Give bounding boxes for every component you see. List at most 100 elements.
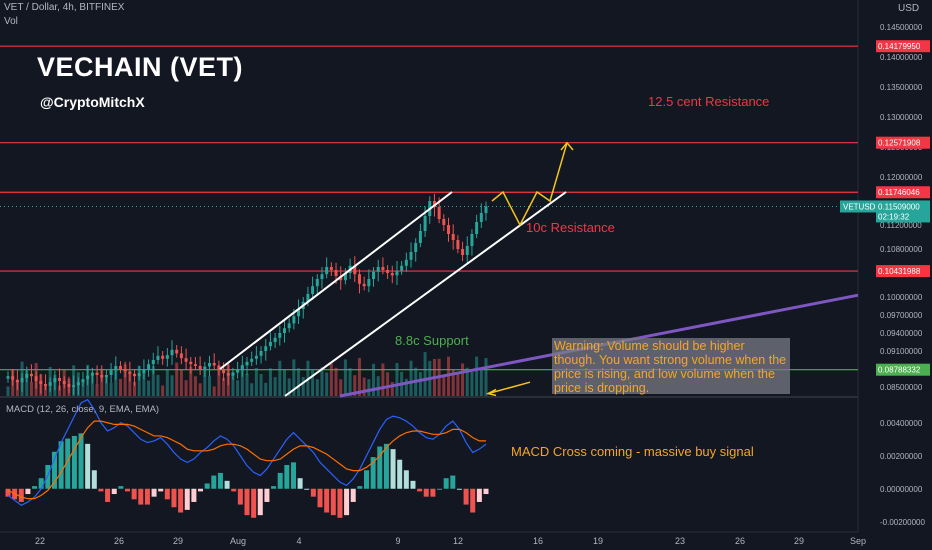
countdown-value: 02:19:32 — [878, 212, 910, 221]
macd-histogram-bar — [284, 464, 290, 489]
volume-bar — [34, 363, 38, 396]
macd-histogram-bar — [476, 488, 482, 502]
volume-bar — [43, 385, 47, 396]
macd-histogram-bar — [98, 488, 104, 492]
time-axis-label: 19 — [593, 536, 603, 546]
volume-bar — [114, 368, 118, 396]
macd-histogram-bar — [224, 480, 230, 489]
candle-body — [372, 271, 376, 279]
volume-bar — [133, 382, 137, 396]
candle-body — [161, 355, 165, 359]
candle-body — [29, 373, 33, 377]
candle-body — [282, 328, 286, 333]
volume-label: Vol — [4, 16, 18, 27]
symbol-header: VET / Dollar, 4h, BITFINEX — [4, 2, 125, 13]
macd-histogram-bar — [151, 488, 157, 497]
volume-bar — [329, 363, 333, 396]
macd-histogram-bar — [171, 488, 177, 508]
volume-bar — [320, 367, 324, 396]
candle-body — [287, 323, 291, 329]
volume-bar — [278, 360, 282, 396]
macd-histogram-bar — [251, 488, 257, 518]
candle-body — [203, 366, 207, 369]
macd-histogram-bar — [443, 478, 449, 489]
volume-bar — [189, 366, 193, 396]
volume-bar — [362, 377, 366, 396]
volume-bar — [264, 382, 268, 396]
candle-body — [165, 355, 169, 359]
candle-body — [311, 286, 315, 294]
candle-body — [250, 358, 254, 362]
candle-body — [193, 364, 197, 366]
price-tick-label: 0.13500000 — [880, 83, 923, 92]
candle-body — [447, 225, 451, 234]
volume-arrow — [487, 381, 531, 395]
macd-histogram-bar — [423, 488, 429, 497]
channel-upper-line — [219, 191, 453, 370]
macd-histogram-bar — [5, 488, 11, 497]
volume-bar — [250, 383, 254, 396]
candle-body — [362, 283, 366, 287]
volume-bar — [109, 382, 113, 396]
macd-histogram-bar — [377, 446, 383, 489]
macd-histogram-bar — [310, 488, 316, 497]
candle-body — [353, 265, 357, 275]
volume-bar — [193, 376, 197, 396]
macd-histogram-bar — [357, 486, 363, 489]
candle-body — [151, 360, 155, 365]
macd-histogram-bar — [65, 438, 71, 489]
macd-histogram-bar — [78, 433, 84, 489]
volume-bar — [179, 369, 183, 396]
volume-bar — [334, 367, 338, 396]
macd-histogram-bar — [257, 488, 263, 516]
volume-bar — [475, 356, 479, 396]
projection-path — [491, 142, 568, 227]
candle-body — [320, 274, 324, 279]
candle-body — [104, 375, 108, 378]
macd-histogram-bar — [118, 486, 124, 489]
volume-bar — [137, 365, 141, 396]
macd-tick-label: -0.00200000 — [880, 518, 925, 527]
time-axis-label: 9 — [395, 536, 400, 546]
volume-bar — [231, 372, 235, 396]
volume-bar — [90, 374, 94, 396]
macd-histogram-bar — [164, 488, 170, 500]
macd-histogram-bar — [191, 488, 197, 502]
candle-body — [334, 270, 338, 276]
candle-body — [442, 219, 446, 225]
candle-body — [147, 364, 151, 369]
candle-body — [273, 337, 277, 342]
price-tick-label: 0.08500000 — [880, 383, 923, 392]
candle-body — [58, 378, 62, 381]
author-handle: @CryptoMitchX — [40, 94, 145, 110]
macd-histogram-bar — [463, 488, 469, 505]
macd-histogram-bar — [483, 488, 489, 495]
symbol-badge-text: VETUSD — [843, 202, 876, 211]
macd-histogram-bar — [231, 488, 237, 492]
resistance-level-value: 0.11746046 — [878, 188, 920, 197]
macd-histogram-bar — [198, 488, 204, 492]
macd-histogram-bar — [211, 475, 217, 489]
candle-body — [400, 265, 404, 271]
volume-bar — [198, 383, 202, 396]
volume-bar — [217, 368, 221, 396]
volume-bar — [339, 379, 343, 396]
resistance-level-value: 0.10431988 — [878, 267, 921, 276]
volume-bar — [184, 380, 188, 396]
candle-body — [114, 366, 118, 371]
last-price-value: 0.11509000 — [878, 202, 920, 211]
volume-bar — [479, 369, 483, 396]
volume-bar — [29, 382, 33, 396]
price-tick-label: 0.11200000 — [880, 221, 922, 230]
candle-body — [264, 346, 268, 351]
volume-bar — [6, 386, 10, 396]
macd-histogram-bar — [297, 478, 303, 489]
macd-histogram-bar — [18, 488, 24, 502]
macd-histogram-bar — [304, 488, 310, 490]
macd-histogram-bar — [25, 488, 31, 495]
time-axis-label: 22 — [35, 536, 45, 546]
volume-bar — [240, 364, 244, 396]
macd-histogram-bar — [324, 488, 330, 513]
support-level-badge — [876, 363, 930, 376]
